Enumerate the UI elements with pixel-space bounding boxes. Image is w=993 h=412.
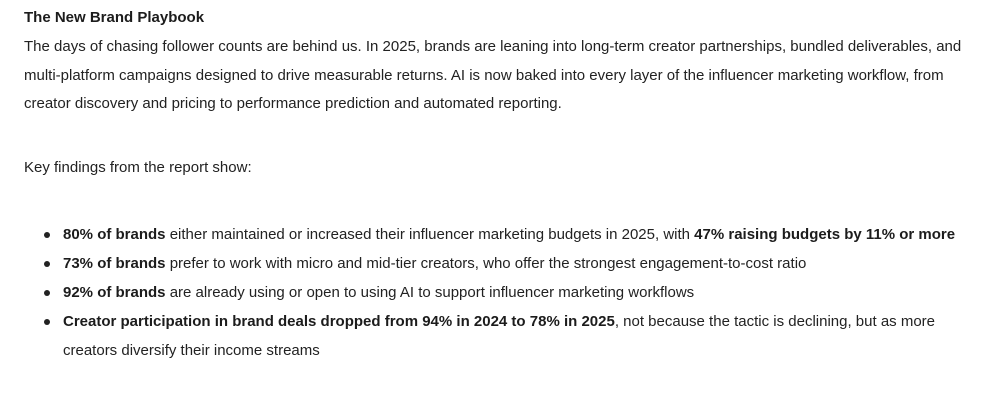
section-heading: The New Brand Playbook <box>24 9 205 26</box>
finding-text: , not because the tactic is declining, b… <box>63 312 936 359</box>
finding-highlight: 47% raising budgets by 11% or more <box>694 225 956 243</box>
findings-list: 80% of brands either maintained or incre… <box>24 220 969 365</box>
list-item: Creator participation in brand deals dro… <box>44 307 963 365</box>
finding-highlight: 73% of brands <box>63 254 166 272</box>
finding-text: are already using or open to using AI to… <box>165 283 695 301</box>
bullet-icon <box>44 318 50 325</box>
article: The New Brand Playbook The days of chasi… <box>24 9 969 365</box>
finding-text: prefer to work with micro and mid-tier c… <box>165 254 807 272</box>
list-item: 92% of brands are already using or open … <box>44 278 963 307</box>
finding-highlight: 92% of brands <box>63 283 166 301</box>
finding-highlight: Creator participation in brand deals dro… <box>63 312 615 330</box>
intro-paragraph: The days of chasing follower counts are … <box>24 38 962 112</box>
bullet-icon <box>44 260 50 267</box>
list-item: 73% of brands prefer to work with micro … <box>44 249 963 278</box>
bullet-icon <box>44 289 50 296</box>
finding-text: either maintained or increased their inf… <box>165 225 695 243</box>
key-findings-intro: Key findings from the report show: <box>24 158 252 176</box>
finding-highlight: 80% of brands <box>63 225 166 243</box>
list-item: 80% of brands either maintained or incre… <box>44 220 963 249</box>
bullet-icon <box>44 231 50 238</box>
